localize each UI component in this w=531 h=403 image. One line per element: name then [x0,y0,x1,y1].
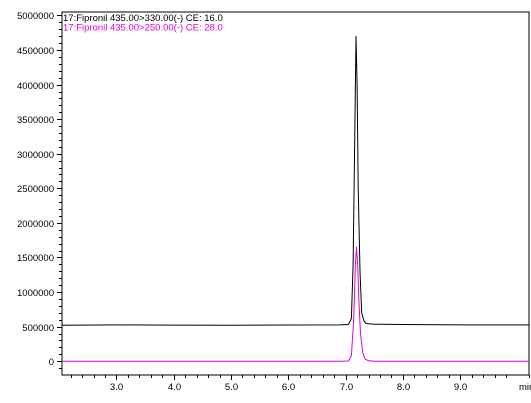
y-tick-label: 1500000 [17,253,54,264]
x-tick-label: 3.0 [110,382,123,393]
axes-layer: 0 500000 1000000 1500000 2000000 2500000 30000… [17,11,531,393]
x-tick-label: 5.0 [225,382,238,393]
y-tick-label: 2500000 [17,184,54,195]
y-tick-label: 3000000 [17,150,54,161]
series-line-1 [61,35,529,326]
plot-frame [61,11,530,376]
y-tick-label: 5000000 [17,11,54,22]
x-tick-label: 4.0 [168,382,181,393]
y-tick-label: 4500000 [17,46,54,57]
series-line-2 [62,246,529,362]
y-tick-label: 4000000 [17,81,54,92]
x-tick-label: 6.0 [282,382,295,393]
x-tick-label: 9.0 [454,382,467,393]
x-tick-label: 7.0 [340,382,353,393]
legend-entry-2: 17:Fipronil 435.00>250.00(-) CE: 28.0 [63,23,223,34]
y-tick-label: 500000 [22,323,54,334]
y-tick-label: 2000000 [17,219,54,230]
y-tick-label: 1000000 [17,288,54,299]
x-tick-label: 8.0 [397,382,410,393]
x-axis-label: min [519,382,531,393]
legend: 17:Fipronil 435.00>330.00(-) CE: 16.017:… [63,13,223,34]
legend-entry-1: 17:Fipronil 435.00>330.00(-) CE: 16.0 [63,13,223,24]
y-tick-label: 3500000 [17,115,54,126]
series-layer [61,35,529,362]
y-tick-label: 0 [49,357,54,368]
